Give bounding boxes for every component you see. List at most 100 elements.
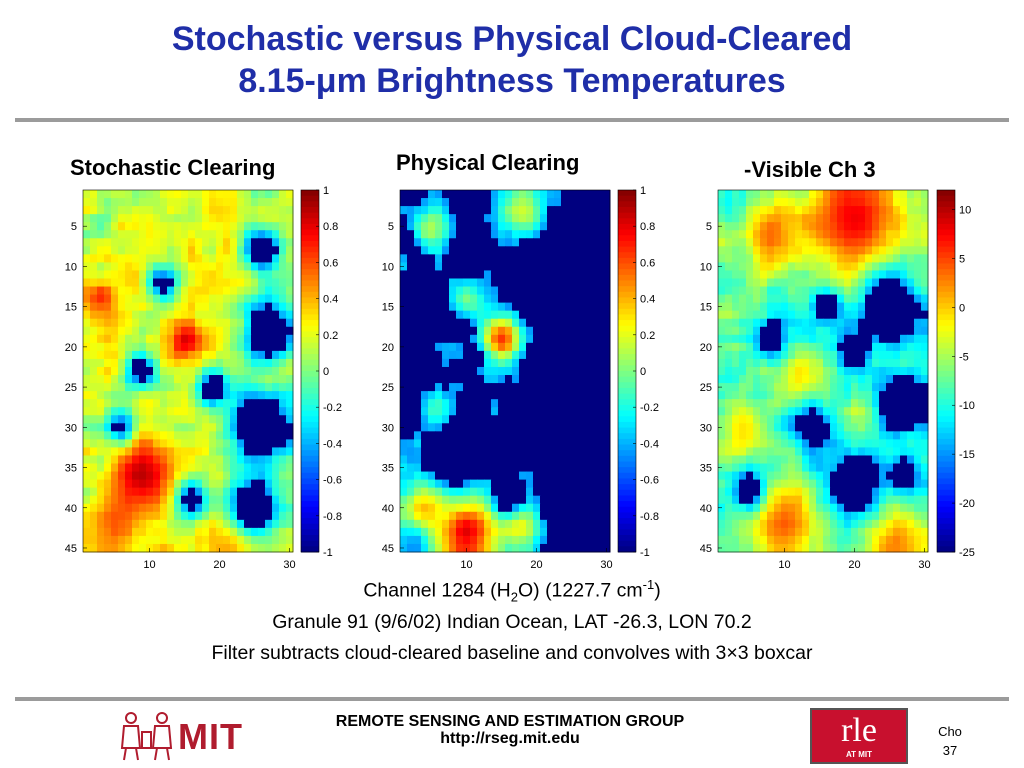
heatmap-cell — [844, 334, 852, 344]
heatmap-cell — [774, 439, 782, 448]
heatmap-cell — [146, 415, 154, 424]
heatmap-cell — [195, 463, 203, 473]
heatmap-cell — [844, 222, 852, 231]
heatmap-cell — [286, 399, 294, 408]
heatmap-cell — [561, 198, 569, 207]
heatmap-cell — [153, 391, 161, 400]
heatmap-cell — [442, 431, 450, 440]
heatmap-cell — [265, 495, 273, 505]
heatmap-cell — [914, 415, 922, 424]
heatmap-cell — [774, 342, 782, 352]
heatmap-cell — [725, 543, 733, 553]
heatmap-cell — [237, 334, 245, 344]
heatmap-cell — [111, 214, 119, 223]
heatmap-cell — [753, 350, 761, 360]
heatmap-cell — [132, 479, 140, 489]
heatmap-cell — [491, 495, 499, 505]
heatmap-cell — [568, 423, 576, 432]
heatmap-cell — [795, 334, 803, 344]
heatmap-cell — [400, 366, 408, 376]
heatmap-cell — [428, 511, 436, 521]
heatmap-cell — [809, 278, 817, 288]
colorbar-segment — [618, 371, 636, 378]
heatmap-cell — [886, 479, 894, 489]
heatmap-cell — [442, 302, 450, 312]
heatmap-cell — [858, 423, 866, 432]
heatmap-cell — [837, 238, 845, 247]
heatmap-cell — [491, 399, 499, 408]
heatmap-cell — [589, 447, 597, 456]
heatmap-cell — [498, 214, 506, 223]
heatmap-cell — [533, 270, 541, 279]
heatmap-cell — [568, 463, 576, 473]
heatmap-cell — [428, 519, 436, 529]
heatmap-cell — [533, 318, 541, 328]
heatmap-cell — [83, 471, 91, 481]
heatmap-cell — [858, 415, 866, 424]
heatmap-cell — [540, 439, 548, 448]
heatmap-cell — [146, 366, 154, 376]
heatmap-cell — [519, 366, 527, 376]
heatmap-cell — [802, 399, 810, 408]
colorbar-segment — [618, 201, 636, 208]
colorbar-segment — [618, 535, 636, 542]
heatmap-cell — [442, 230, 450, 239]
heatmap-cell — [596, 527, 604, 537]
heatmap-cell — [753, 471, 761, 481]
heatmap-cell — [788, 415, 796, 424]
group-url[interactable]: http://rseg.mit.edu — [440, 730, 580, 747]
heatmap-cell — [484, 278, 492, 288]
heatmap-cell — [111, 407, 119, 416]
heatmap-cell — [470, 366, 478, 376]
heatmap-cell — [732, 358, 740, 368]
heatmap-cell — [202, 479, 210, 489]
heatmap-cell — [746, 383, 754, 392]
heatmap-cell — [90, 463, 98, 473]
heatmap-cell — [767, 455, 775, 465]
heatmap-cell — [739, 503, 747, 513]
heatmap-cell — [505, 358, 513, 368]
heatmap-cell — [914, 334, 922, 344]
heatmap-cell — [498, 423, 506, 432]
heatmap-cell — [111, 318, 119, 328]
heatmap-cell — [732, 399, 740, 408]
heatmap-cell — [753, 375, 761, 384]
colorbar-segment — [301, 252, 319, 259]
heatmap-cell — [547, 198, 555, 207]
heatmap-cell — [788, 535, 796, 545]
heatmap-cell — [732, 350, 740, 360]
heatmap-cell — [774, 230, 782, 239]
heatmap-cell — [498, 222, 506, 231]
heatmap-cell — [132, 198, 140, 207]
heatmap-cell — [732, 423, 740, 432]
heatmap-cell — [830, 190, 838, 199]
heatmap-cell — [893, 511, 901, 521]
heatmap-cell — [174, 358, 182, 368]
heatmap-cell — [407, 286, 415, 296]
heatmap-cell — [470, 302, 478, 312]
heatmap-cell — [216, 254, 224, 263]
heatmap-cell — [575, 383, 583, 392]
heatmap-cell — [265, 198, 273, 207]
heatmap-cell — [893, 527, 901, 537]
heatmap-cell — [526, 198, 534, 207]
heatmap-cell — [202, 391, 210, 400]
heatmap-cell — [816, 270, 824, 279]
heatmap-cell — [484, 270, 492, 279]
heatmap-cell — [463, 439, 471, 448]
heatmap-cell — [851, 262, 859, 271]
heatmap-cell — [533, 230, 541, 239]
heatmap-cell — [788, 326, 796, 336]
heatmap-cell — [244, 383, 252, 392]
heatmap-cell — [83, 286, 91, 296]
heatmap-cell — [540, 238, 548, 247]
heatmap-cell — [442, 527, 450, 537]
heatmap-cell — [582, 214, 590, 223]
heatmap-cell — [111, 519, 119, 529]
heatmap-cell — [477, 415, 485, 424]
heatmap-cell — [202, 375, 210, 384]
heatmap-cell — [167, 230, 175, 239]
heatmap-cell — [753, 543, 761, 553]
heatmap-cell — [442, 383, 450, 392]
heatmap-cell — [760, 262, 768, 271]
